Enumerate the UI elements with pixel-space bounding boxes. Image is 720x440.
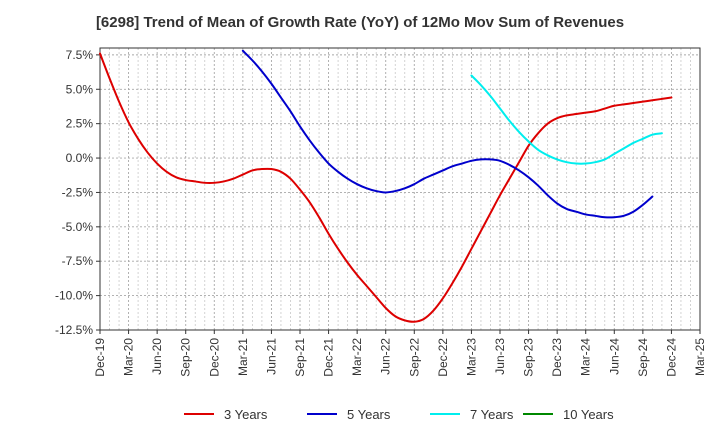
y-tick-label: -10.0% [55,289,93,303]
y-tick-label: 5.0% [66,82,94,96]
x-tick-label: Sep-24 [636,338,650,377]
series-line-7-years [470,74,663,165]
x-tick-label: Sep-23 [522,338,536,377]
y-tick-label: -2.5% [62,185,94,199]
x-tick-label: Sep-22 [407,338,421,377]
x-tick-label: Mar-20 [122,338,136,376]
series-line-3-years [99,52,673,323]
x-tick-label: Dec-21 [322,338,336,377]
plot-frame [99,47,701,331]
x-tick-label: Jun-23 [493,338,507,375]
x-tick-label: Dec-24 [664,338,678,377]
legend-label-3-years: 3 Years [224,407,268,422]
x-tick-label: Mar-22 [350,338,364,376]
y-tick-label: -7.5% [62,254,94,268]
x-tick-label: Jun-24 [607,338,621,375]
y-tick-label: -5.0% [62,220,94,234]
x-tick-label: Mar-25 [693,338,707,376]
y-tick-label: 0.0% [66,151,94,165]
x-tick-label: Sep-20 [179,338,193,377]
x-tick-label: Dec-19 [93,338,107,377]
x-tick-label: Sep-21 [293,338,307,377]
x-tick-label: Jun-20 [150,338,164,375]
x-tick-label: Jun-22 [379,338,393,375]
chart-title: [6298] Trend of Mean of Growth Rate (YoY… [95,14,625,31]
y-tick-label: -12.5% [55,323,93,337]
x-tick-label: Mar-23 [464,338,478,376]
y-tick-label: 2.5% [66,117,94,131]
x-tick-label: Jun-21 [264,338,278,375]
legend-label-7-years: 7 Years [470,407,514,422]
legend-label-5-years: 5 Years [347,407,391,422]
x-tick-label: Mar-21 [236,338,250,376]
x-tick-label: Dec-20 [207,338,221,377]
y-tick-label: 7.5% [66,48,94,62]
x-tick-label: Mar-24 [579,338,593,376]
x-tick-label: Dec-22 [436,338,450,377]
series-line-5-years [241,49,654,219]
legend-label-10-years: 10 Years [563,407,614,422]
x-tick-label: Dec-23 [550,338,564,377]
